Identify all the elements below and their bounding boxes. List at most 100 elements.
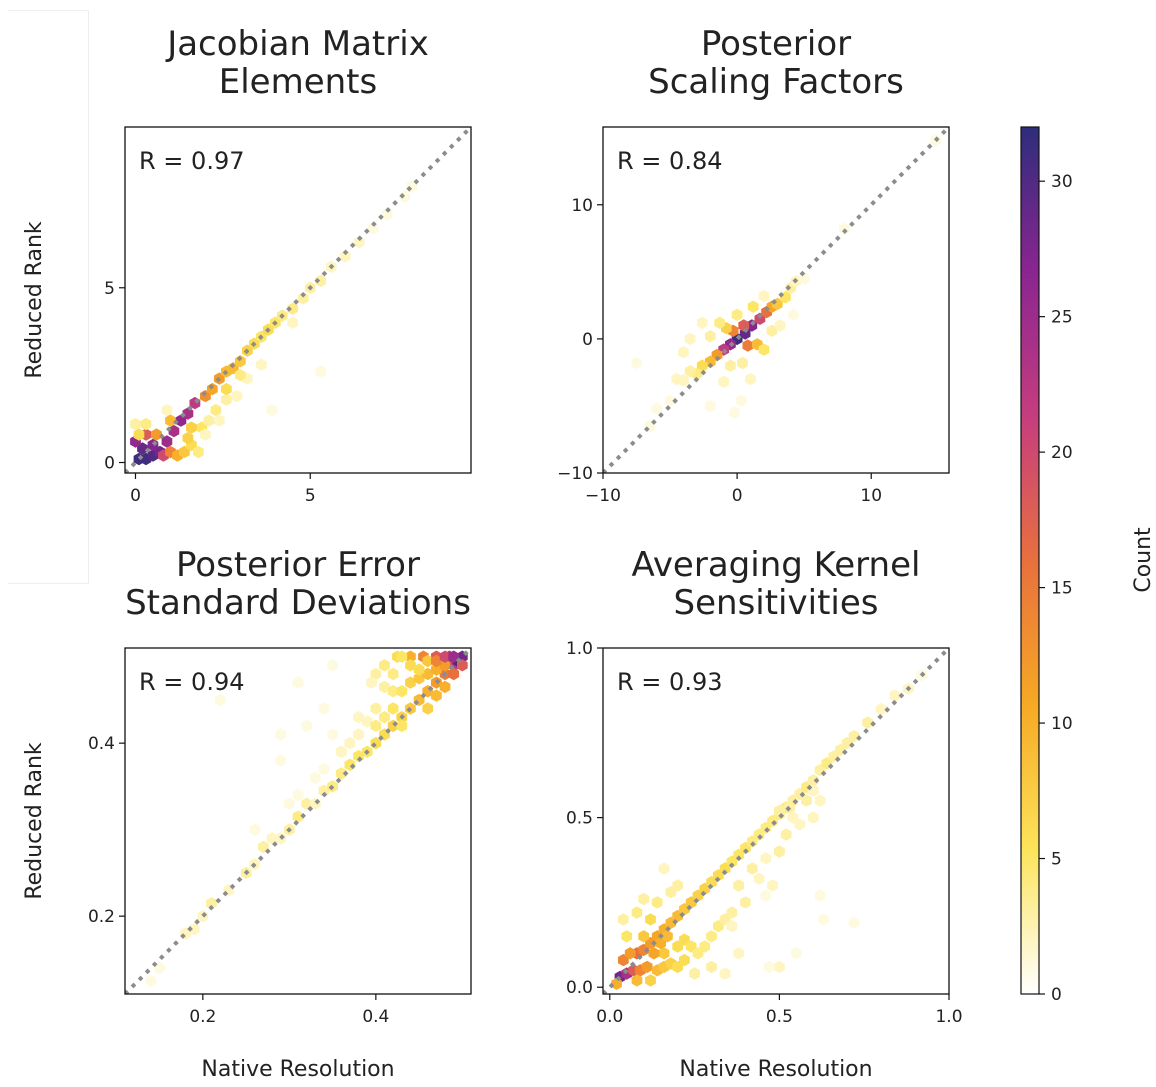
hexbin-cell <box>862 716 873 729</box>
correlation-label: R = 0.93 <box>617 668 722 696</box>
hexbin-cell <box>396 719 408 733</box>
y-tick-label: 0.5 <box>566 809 593 829</box>
hexbin-cell <box>814 794 826 807</box>
subplot-title-line: Scaling Factors <box>648 62 904 102</box>
hexbin-cell <box>413 663 425 676</box>
hexbin-cell <box>725 359 736 372</box>
hexbin-cell <box>439 659 451 672</box>
hexbin-cell <box>758 289 770 303</box>
identity-line <box>603 127 949 473</box>
colorbar-tick-label: 15 <box>1051 579 1073 599</box>
hexbin-cell <box>327 659 338 672</box>
x-tick-label: 0 <box>130 486 141 506</box>
hexbin-cell <box>774 319 786 332</box>
x-tick-label: 5 <box>305 486 316 506</box>
hexbin-cell <box>339 250 351 263</box>
hexbin-cell <box>318 784 330 797</box>
hexbin-cell <box>658 947 670 960</box>
hexbin-cell <box>361 715 373 728</box>
hexbin-cell <box>379 680 390 694</box>
correlation-label: R = 0.94 <box>139 668 244 696</box>
subplot-title-line: Averaging Kernel <box>632 545 921 585</box>
hexbin-cell <box>766 324 778 337</box>
hexbin-cell <box>266 403 278 417</box>
colorbar-tick-label: 30 <box>1051 172 1073 192</box>
hexbin-cell <box>188 922 200 936</box>
hexbin-cell <box>379 711 390 724</box>
y-tick-label: 0 <box>582 330 593 350</box>
hexbin-cell <box>774 960 785 974</box>
hexbin-cell <box>175 414 187 427</box>
hexbin-cell <box>704 330 716 343</box>
hexbin-cell <box>740 896 751 909</box>
hexbin-cell <box>645 974 656 987</box>
hexbin-layer <box>145 650 468 988</box>
y-tick-label: 0.2 <box>88 907 115 927</box>
hexbin-cell <box>735 394 747 407</box>
hexbin-cell <box>731 308 743 321</box>
hexbin-cell <box>875 702 887 716</box>
colorbar-label: Count <box>1131 527 1156 593</box>
hexbin-cell <box>641 960 653 974</box>
hexbin-cell <box>145 974 157 988</box>
hexbin-cell <box>258 840 269 854</box>
hexbin-cell <box>221 382 232 396</box>
y-tick-label: 0.4 <box>88 734 115 754</box>
subplot-title-line: Posterior Error <box>176 545 420 585</box>
hexbin-layer <box>631 134 941 433</box>
x-tick-label: 1.0 <box>935 1007 962 1027</box>
hexbin-cell <box>422 667 434 681</box>
hexbin-cell <box>672 879 683 892</box>
hexbin-cell <box>658 862 670 875</box>
hexbin-cell <box>284 797 295 810</box>
hexbin-cell <box>457 659 468 672</box>
hexbin-cell <box>439 650 451 663</box>
hexbin-cell <box>292 810 304 823</box>
hexbin-cell <box>309 771 321 784</box>
axes-frame <box>602 647 950 995</box>
hexbin-cell <box>221 393 232 406</box>
hexbin-cell <box>210 403 222 417</box>
hexbin-cell <box>611 977 622 990</box>
hexbin-cell <box>179 445 190 459</box>
subplot-title-line: Jacobian Matrix <box>165 24 429 64</box>
hexbin-cell <box>794 818 806 831</box>
hexbin-cell <box>780 828 792 841</box>
subplot-title-line: Elements <box>219 62 377 102</box>
hexbin-layer <box>611 668 928 990</box>
hexbin-cell <box>648 947 660 960</box>
hexbin-cell <box>231 389 243 403</box>
hexbin-cell <box>413 672 425 685</box>
hexbin-cell <box>206 897 217 910</box>
hexbin-cell <box>301 719 312 733</box>
hexbin-cell <box>287 302 299 315</box>
hexbin-cell <box>439 680 451 694</box>
hexbin-cell <box>788 308 799 321</box>
hexbin-cell <box>696 316 708 329</box>
hexbin-cell <box>848 730 860 743</box>
hexbin-cell <box>381 208 393 221</box>
y-tick-label: 0.0 <box>566 978 593 998</box>
hexbin-cell <box>621 930 633 943</box>
hexbin-cell <box>292 788 304 802</box>
hexbin-cell <box>726 920 738 933</box>
hexbin-cell <box>292 676 304 689</box>
x-tick-label: 0.2 <box>189 1007 216 1027</box>
hexbin-cell <box>618 913 629 926</box>
hexbin-cell <box>297 292 309 305</box>
hexbin-cell <box>301 797 312 810</box>
hexbin-cell <box>662 930 673 943</box>
hexbin-cell <box>767 879 778 892</box>
hexbin-cell <box>214 414 225 427</box>
hexbin-cell <box>275 728 287 741</box>
hexbin-cell <box>255 358 267 371</box>
hexbin-cell <box>714 316 725 329</box>
hexbin-cell <box>745 372 756 386</box>
correlation-label: R = 0.84 <box>617 147 722 175</box>
hexbin-cell <box>758 343 770 356</box>
hexbin-cell <box>706 930 717 943</box>
hexbin-cell <box>814 889 826 902</box>
hexbin-cell <box>318 702 330 715</box>
hexbin-cell <box>353 711 364 724</box>
